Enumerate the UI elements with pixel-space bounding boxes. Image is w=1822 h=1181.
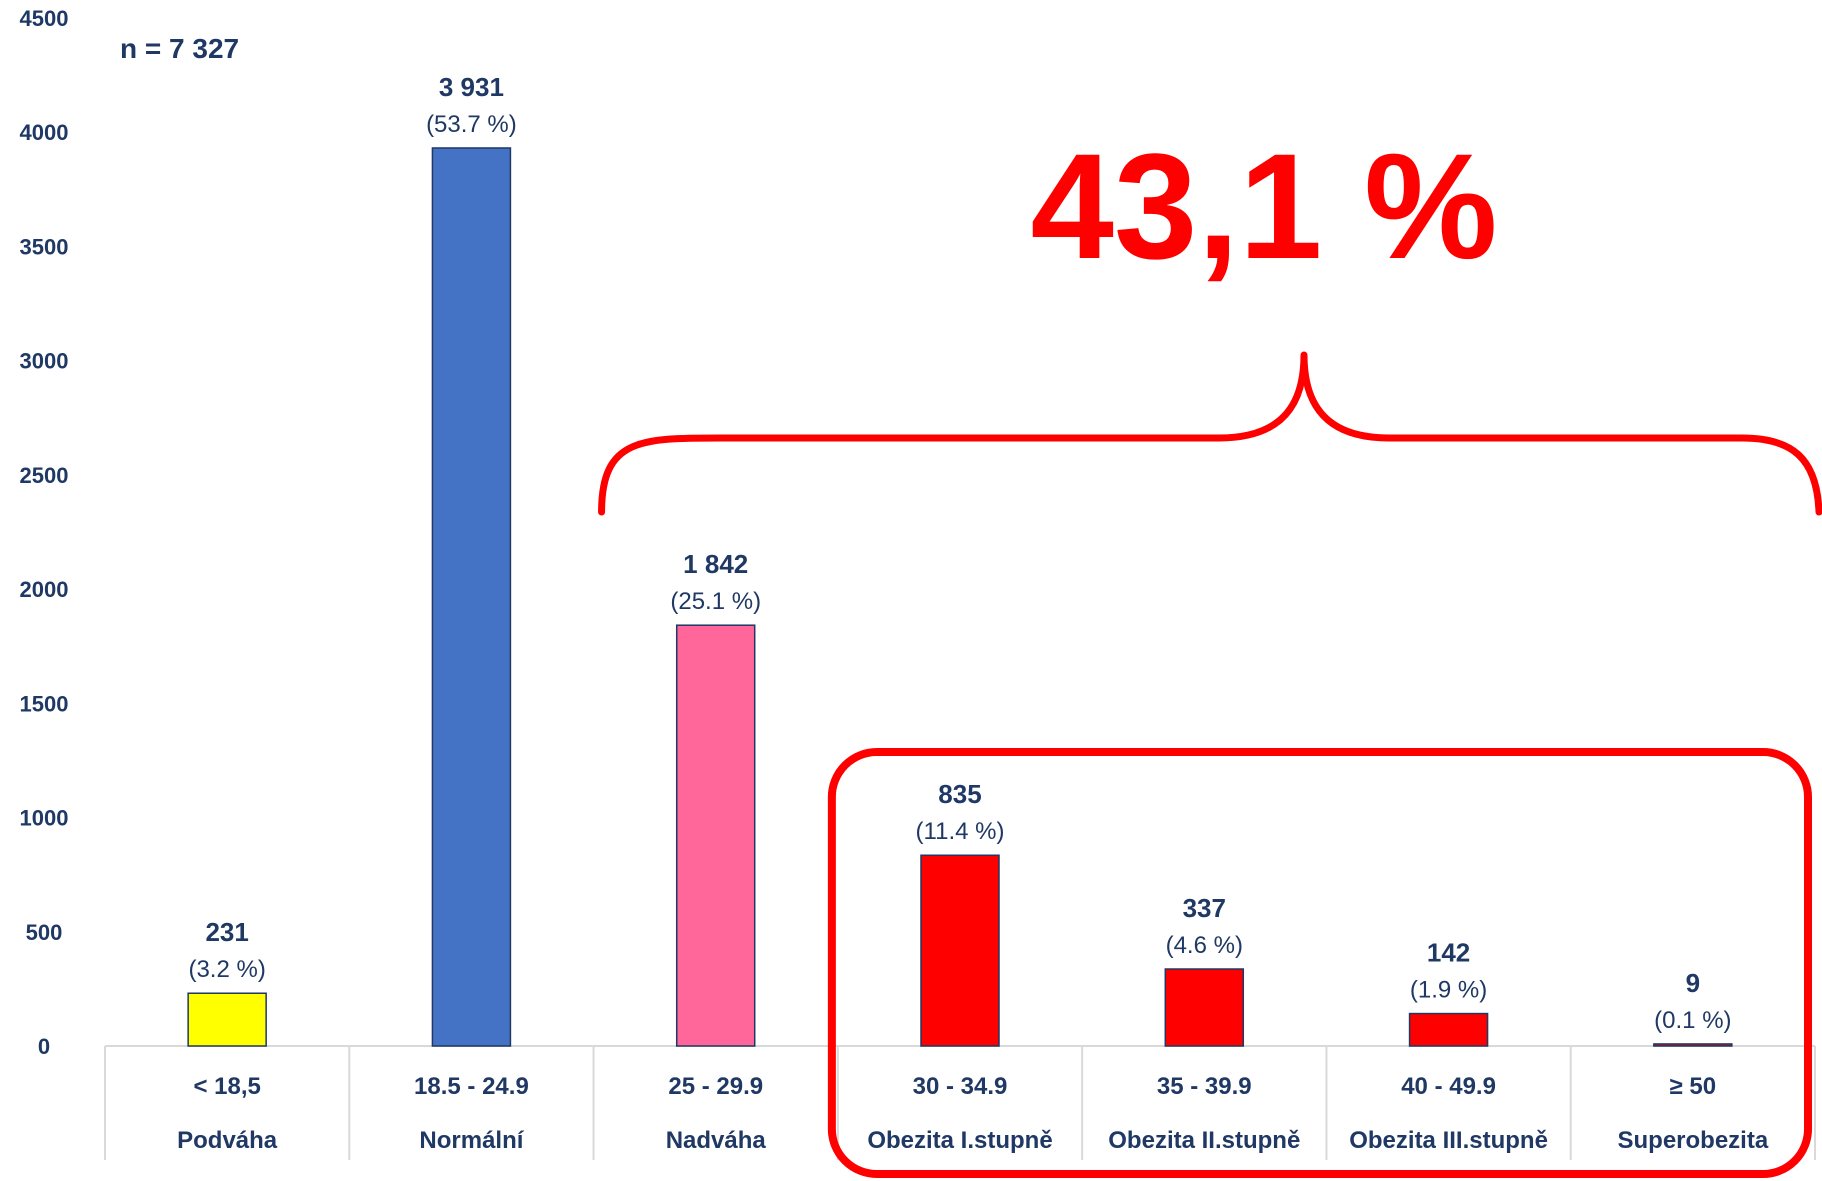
data-labels: 231 (3.2 %) 3 931 (53.7 %) 1 842 (25.1 %) 835 (… [188, 72, 1731, 1034]
bar-value-label: 337 [1183, 893, 1226, 923]
y-tick-label: 1500 [20, 691, 69, 716]
bar [920, 854, 1000, 1047]
category-range-label: ≥ 50 [1670, 1073, 1717, 1100]
category-labels: < 18,5 Podváha 18.5 - 24.9 Normální 25 - 29.… [177, 1073, 1769, 1154]
bar-value-label: 231 [205, 917, 248, 947]
bar-percent-label: (1.9 %) [1410, 977, 1487, 1004]
bar [187, 992, 267, 1047]
bar-value-label: 3 931 [439, 72, 504, 102]
bar [431, 147, 512, 1047]
bar-percent-label: (4.6 %) [1166, 932, 1243, 959]
bars [187, 147, 1733, 1047]
bar [1653, 1043, 1733, 1047]
y-axis: 0 500 1000 1500 2000 2500 3000 3500 4000 4500 [20, 6, 69, 1059]
y-tick-label: 2000 [20, 577, 69, 602]
bar-value-label: 1 842 [683, 549, 748, 579]
category-range-label: 35 - 39.9 [1157, 1073, 1252, 1100]
bar [1164, 968, 1245, 1047]
category-range-label: < 18,5 [193, 1073, 260, 1100]
category-name-label: Podváha [177, 1127, 278, 1154]
bar [1408, 1012, 1489, 1047]
y-tick-label: 1000 [20, 806, 69, 831]
category-range-label: 30 - 34.9 [913, 1073, 1008, 1100]
obesity-highlight-box [827, 748, 1812, 1178]
category-name-label: Obezita II.stupně [1108, 1127, 1300, 1154]
bar-percent-label: (25.1 %) [670, 588, 761, 615]
y-tick-label: 500 [26, 920, 63, 945]
overweight-brace [598, 351, 1822, 516]
bar-value-label: 835 [938, 779, 981, 809]
category-range-label: 18.5 - 24.9 [414, 1073, 529, 1100]
category-name-label: Normální [419, 1127, 524, 1154]
y-tick-label: 4000 [20, 120, 69, 145]
category-range-label: 25 - 29.9 [668, 1073, 763, 1100]
bar-value-label: 142 [1427, 938, 1470, 968]
y-tick-label: 4500 [20, 6, 69, 31]
overweight-share-annotation: 43,1 % [1031, 122, 1498, 290]
category-name-label: Obezita III.stupně [1349, 1127, 1548, 1154]
sample-size-label: n = 7 327 [120, 33, 239, 64]
category-range-label: 40 - 49.9 [1401, 1073, 1496, 1100]
bar-percent-label: (0.1 %) [1654, 1007, 1731, 1034]
y-tick-label: 2500 [20, 463, 69, 488]
y-tick-label: 3500 [20, 234, 69, 259]
bar-percent-label: (3.2 %) [188, 956, 265, 983]
bar-percent-label: (53.7 %) [426, 111, 517, 138]
category-name-label: Nadváha [666, 1127, 767, 1154]
y-tick-label: 3000 [20, 349, 69, 374]
y-tick-label: 0 [38, 1034, 50, 1059]
bar-percent-label: (11.4 %) [916, 818, 1005, 845]
category-name-label: Superobezita [1618, 1127, 1769, 1154]
bar-value-label: 9 [1686, 968, 1700, 998]
bar [675, 624, 756, 1047]
annotation-group: 43,1 % [598, 122, 1822, 1178]
category-name-label: Obezita I.stupně [867, 1127, 1052, 1154]
